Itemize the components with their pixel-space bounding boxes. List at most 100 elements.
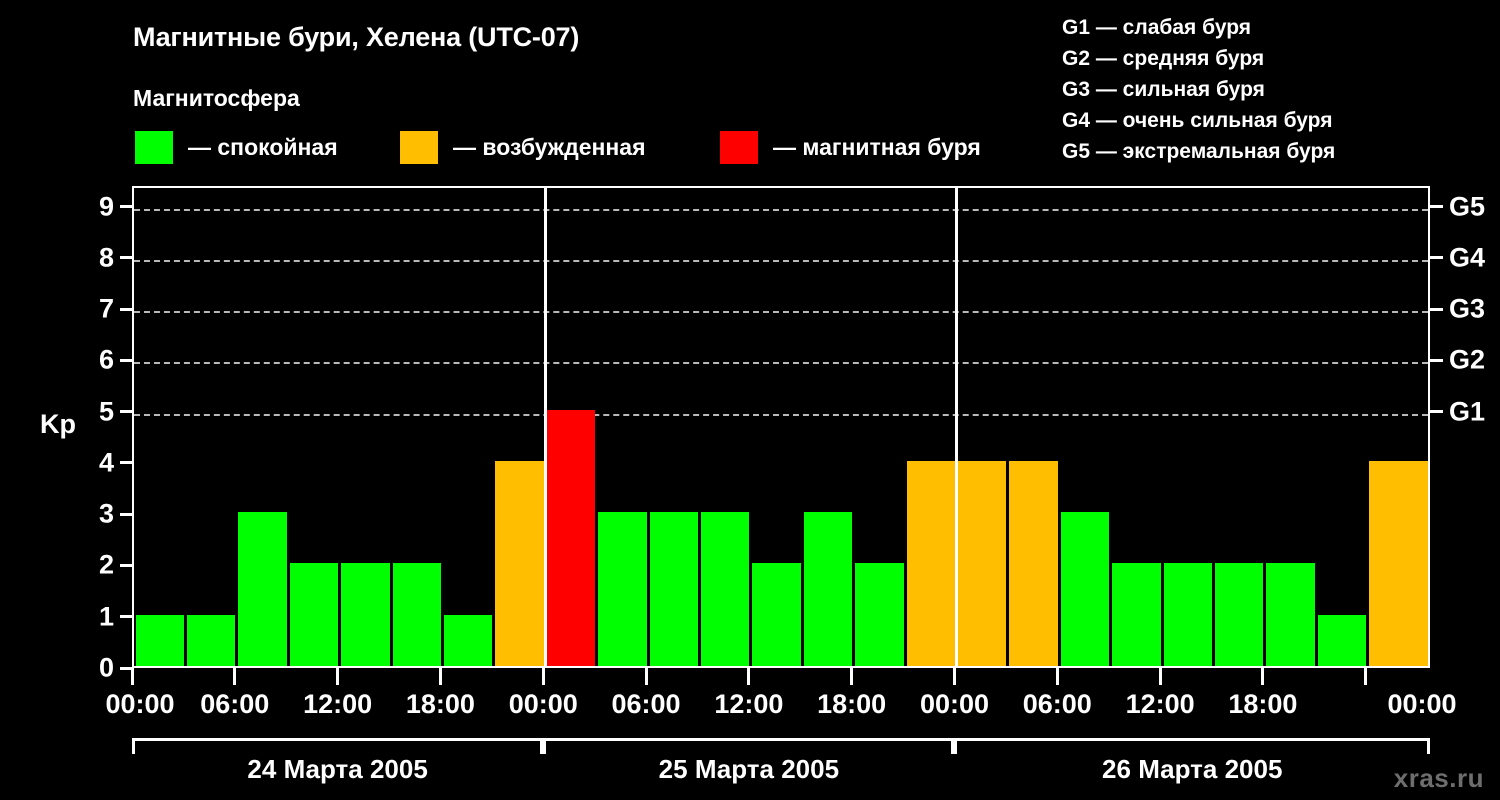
gscale-legend: G1 — слабая буря G2 — средняя буря G3 — си… [1062,12,1482,167]
y-tick-mark-3 [120,512,132,516]
day-bracket-2 [543,738,955,754]
g-tick-label-g3: G3 [1449,293,1486,324]
g-tick-mark-g5 [1430,205,1443,208]
x-tick-mark-9 [1055,668,1059,685]
gscale-code-g2: G2 [1062,47,1091,70]
x-tick-mark-4 [541,668,545,685]
bar [803,512,853,666]
bar [1369,460,1428,666]
gscale-code-g3: G3 [1062,78,1091,101]
g-tick-mark-g1 [1430,410,1443,414]
x-tick-label-10: 12:00 [1125,689,1195,719]
bar [135,614,184,666]
gridline-kp-5 [134,413,1428,416]
g-tick-label-g4: G4 [1449,242,1486,273]
x-tick-label-0: 00:00 [105,689,175,719]
y-tick-label-9: 9 [98,191,114,221]
x-tick-mark-0 [130,668,134,685]
y-tick-mark-4 [120,461,132,465]
g-tick-label-g2: G2 [1449,344,1486,375]
x-tick-label-7: 18:00 [817,689,887,719]
x-tick-label-12: 00:00 [1387,689,1457,719]
y-tick-mark-5 [120,410,132,414]
bar [957,460,1007,666]
gscale-text-g3: — сильная буря [1090,78,1265,101]
y-tick-mark-2 [120,563,132,567]
bar [1266,563,1315,666]
x-tick-mark-7 [850,668,854,685]
y-tick-mark-1 [120,615,132,619]
bar [598,512,647,666]
y-tick-mark-6 [120,358,132,362]
x-tick-label-9: 06:00 [1022,689,1092,719]
legend-label-unsettled: — возбужденная [453,134,646,160]
day-bracket-3 [954,738,1430,754]
day-divider-1 [543,188,547,666]
plot-area [132,186,1430,668]
y-tick-label-6: 6 [98,344,114,375]
x-tick-label-2: 12:00 [303,689,373,719]
legend-swatch-storm [720,131,758,164]
gscale-text-g1: — слабая буря [1090,16,1252,39]
gscale-code-g1: G1 [1062,16,1091,39]
g-tick-mark-g3 [1430,307,1443,311]
x-tick-mark-3 [438,668,442,685]
y-tick-label-1: 1 [98,601,114,632]
legend-item-quiet: — спокойная [135,131,338,164]
day-divider-2 [954,188,958,666]
y-tick-mark-9 [120,205,132,208]
x-tick-mark-11 [1261,668,1265,685]
y-tick-label-3: 3 [98,498,114,529]
x-tick-mark-5 [644,668,648,685]
x-tick-label-5: 06:00 [611,689,681,719]
x-tick-mark-8 [952,668,956,685]
y-tick-label-2: 2 [98,549,114,580]
legend-item-unsettled: — возбужденная [400,131,646,164]
gscale-row-g5: G5 — экстремальная буря [1062,136,1482,167]
x-tick-mark-6 [747,668,751,685]
bar [752,563,801,666]
legend-swatch-quiet [135,131,173,164]
bar [1163,563,1212,666]
legend-item-storm: — магнитная буря [720,131,981,164]
bar [392,563,441,666]
gscale-code-g4: G4 [1062,109,1091,132]
y-tick-mark-8 [120,256,132,260]
gscale-row-g4: G4 — очень сильная буря [1062,105,1482,136]
g-tick-label-g5: G5 [1449,191,1486,221]
bar [1215,563,1264,666]
gscale-text-g2: — средняя буря [1090,47,1265,70]
day-bracket-1 [132,738,544,754]
y-tick-label-5: 5 [98,396,114,427]
watermark: xras.ru [1393,763,1484,793]
gscale-row-g2: G2 — средняя буря [1062,43,1482,74]
x-tick-label-1: 06:00 [200,689,270,719]
x-tick-label-11: 18:00 [1228,689,1298,719]
page-title: Магнитные бури, Хелена (UTC-07) [133,22,580,52]
bar [700,512,750,666]
y-tick-label-7: 7 [98,293,114,324]
bar [1060,512,1110,666]
bar [495,460,544,666]
day-label-1: 24 Марта 2005 [247,754,428,784]
bar [546,409,596,666]
plot-inner [134,188,1428,666]
x-tick-mark-10 [1158,668,1162,685]
y-tick-mark-7 [120,307,132,311]
bar [906,460,955,666]
x-tick-mark-2 [336,668,340,685]
gscale-code-g5: G5 [1062,140,1091,163]
y-tick-label-8: 8 [98,242,114,273]
x-tick-mark-1 [233,668,237,685]
legend-heading: Магнитосфера [133,85,300,111]
y-axis-title: Kp [40,409,76,439]
x-tick-label-8: 00:00 [919,689,990,719]
bar [1317,614,1367,666]
gridline-kp-8 [134,259,1428,262]
bar [1112,563,1161,666]
legend-label-quiet: — спокойная [188,134,338,160]
bar [186,614,236,666]
day-label-2: 25 Марта 2005 [658,754,840,784]
g-tick-mark-g4 [1430,256,1443,260]
